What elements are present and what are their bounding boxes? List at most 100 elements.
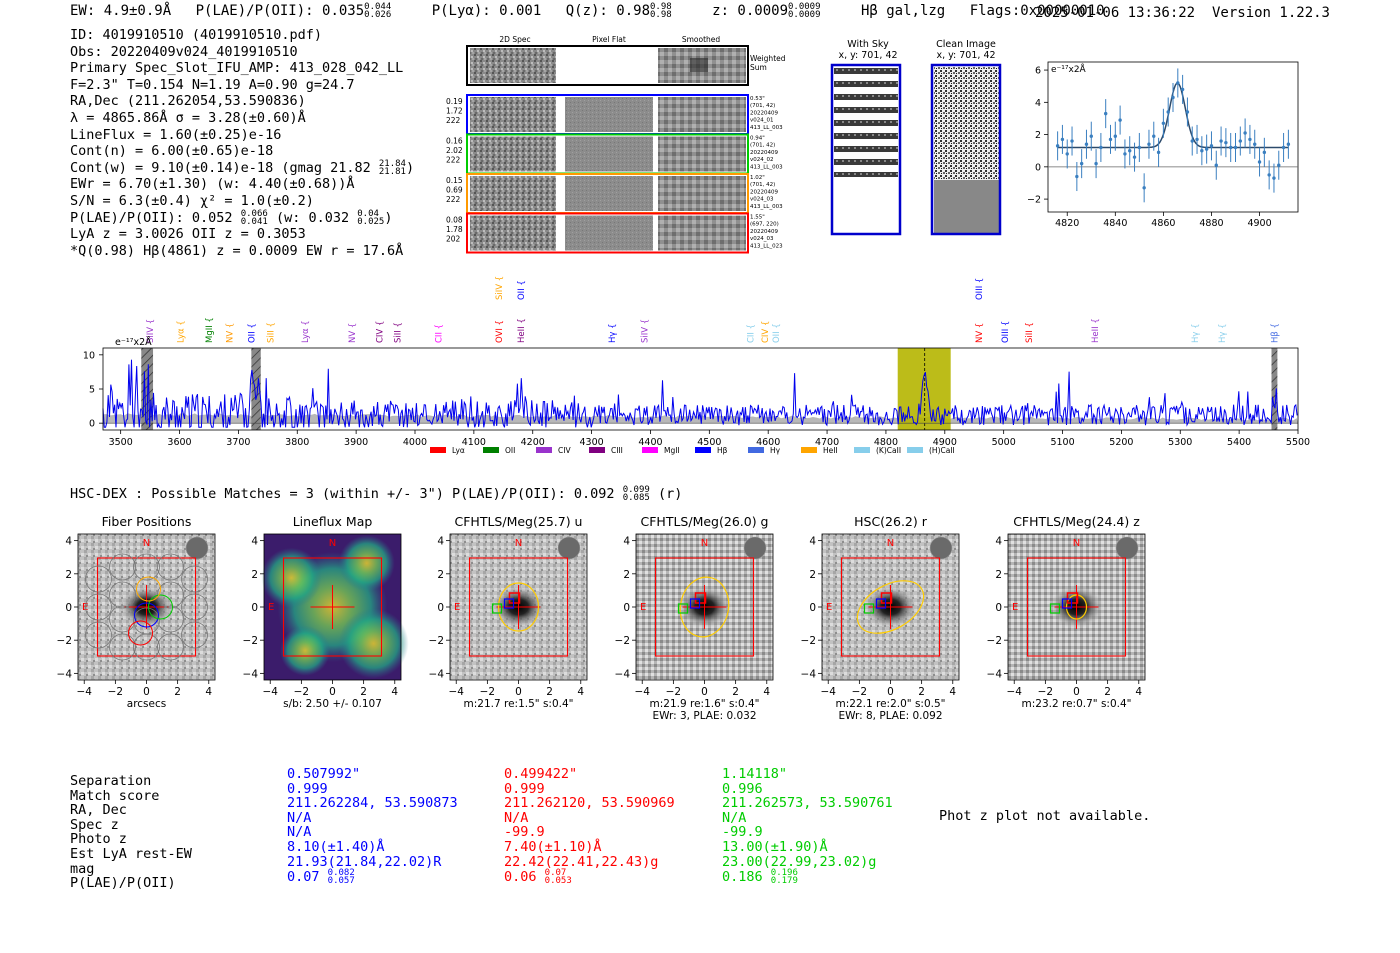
- panel-xtick-label: −2: [1038, 686, 1053, 698]
- col-title-2dspec: 2D Spec: [499, 35, 530, 44]
- legend-swatch: [801, 447, 817, 453]
- panel-ytick-label: −2: [987, 635, 1002, 647]
- fiber-circle: [85, 621, 112, 649]
- panel-xtick-label: −4: [448, 686, 464, 698]
- neighbor-source: [743, 536, 767, 560]
- info-line: RA,Dec (211.262054,53.590836): [70, 93, 306, 110]
- cutout-smoothed: [658, 215, 746, 251]
- panel-xtick-label: −2: [108, 686, 123, 698]
- panel-ytick-label: −2: [243, 635, 258, 647]
- spectrum-xtick-label: 4100: [462, 437, 486, 448]
- sum-label: Sum: [750, 63, 767, 72]
- cutout-right-label: 20220409: [750, 229, 778, 235]
- aperture-ellipse: [497, 582, 540, 632]
- panel-xtick-label: −4: [76, 686, 92, 698]
- panel-caption: m:21.9 re:1.6" s:0.4": [650, 698, 760, 710]
- compass-n: N: [701, 538, 708, 549]
- info-line: *Q(0.98) Hβ(4861) z = 0.0009 EW r = 17.6…: [70, 242, 404, 259]
- fiber-orange: [136, 576, 161, 602]
- table-cell: 0.07 0.082 0.057: [287, 868, 355, 887]
- zoom-point: [1243, 131, 1247, 135]
- zoom-point: [1286, 142, 1291, 146]
- zoom-point: [1089, 134, 1093, 138]
- fiber-circle: [85, 565, 112, 593]
- match-box-green: [1049, 603, 1061, 614]
- legend-label: Hβ: [717, 446, 728, 455]
- compass-e: E: [454, 602, 460, 613]
- panel-ytick-label: −4: [987, 668, 1003, 680]
- panel-ytick-label: 4: [623, 536, 630, 548]
- cutout-left-label: 2.02: [446, 146, 463, 155]
- table-cell: N/A: [504, 809, 529, 826]
- zoom-ytick-label: 4: [1035, 98, 1041, 109]
- panel-caption: m:23.2 re:0.7" s:0.4": [1022, 698, 1132, 710]
- cutout-right-label: 20220409: [750, 189, 778, 195]
- header-ew: EW: 4.9±0.9Å: [70, 3, 172, 19]
- panel-xtick-label: 0: [701, 686, 708, 698]
- table-cell: 13.00(±1.90)Å: [722, 838, 828, 855]
- spectrum-line-label: HeII {: [1091, 318, 1101, 343]
- info-line: ID: 4019910510 (4019910510.pdf): [70, 27, 322, 43]
- cutout-left-label: 1.78: [446, 225, 463, 234]
- table-cell: 8.10(±1.40)Å: [287, 838, 385, 855]
- match-box-blue: [875, 598, 887, 609]
- zoom-ytick-label: 0: [1035, 162, 1041, 173]
- zoom-point: [1219, 139, 1223, 143]
- spectrum-xtick-label: 4200: [521, 437, 545, 448]
- table-cell: N/A: [722, 809, 747, 826]
- panel-xtick-label: −2: [852, 686, 867, 698]
- spectrum-line-label: OVI {: [495, 320, 505, 343]
- spectrum-xtick-label: 4600: [756, 437, 780, 448]
- spectrum-line-labels: SiIV {Lyα {MgII {NV {OII {SiII {Lyα {NV …: [146, 276, 1280, 343]
- cutout-left-label: 1.72: [446, 107, 463, 116]
- legend-swatch: [695, 447, 711, 453]
- panel-ytick-label: −2: [615, 635, 630, 647]
- spectrum-line-label: Lyα {: [177, 320, 187, 343]
- spectrum-xtick-label: 5000: [992, 437, 1016, 448]
- panel-xtick-label: 4: [205, 686, 212, 698]
- zoom-point: [1060, 137, 1065, 142]
- panel-ytick-label: 4: [995, 536, 1002, 548]
- info-line: λ = 4865.86Å σ = 3.28(±0.60)Å: [70, 109, 306, 126]
- zoom-point: [1123, 152, 1127, 156]
- compass-n: N: [143, 538, 150, 549]
- zoom-point: [1065, 152, 1069, 156]
- panel-xtick-label: 4: [949, 686, 956, 698]
- cutout-left-label: 0.19: [446, 97, 463, 106]
- spectrum-line-label: OIII {: [975, 278, 985, 300]
- zoom-point: [1195, 137, 1199, 142]
- info-line: Obs: 20220409v024_4019910510: [70, 43, 298, 60]
- zoom-point: [1118, 118, 1122, 122]
- spectrum-xtick-label: 3600: [167, 437, 191, 448]
- info-line: Cont(w) = 9.10(±0.14)e-18 (gmag 21.82 21…: [70, 158, 415, 177]
- legend-swatch: [589, 447, 605, 453]
- panel-frame: [77, 533, 216, 681]
- zoom-point: [1103, 111, 1108, 116]
- spectrum-xtick-label: 4800: [874, 437, 898, 448]
- cutout-right-label: (701, 42): [750, 143, 775, 149]
- table-cell: N/A: [287, 824, 312, 841]
- zoom-xtick-label: 4880: [1199, 218, 1223, 229]
- panel-ytick-label: 0: [65, 602, 72, 614]
- panel-ytick-label: −2: [801, 635, 816, 647]
- fiber-circle: [133, 553, 160, 581]
- table-label: Match score: [70, 787, 160, 804]
- spectrum-xtick-label: 5400: [1227, 437, 1251, 448]
- table-cell: 0.06 0.07 0.053: [504, 868, 572, 887]
- zoom-plot: e⁻¹⁷x2Å 6 4 2 0 −2 4820 4840 4860 4880 4900: [1027, 61, 1299, 229]
- panel-xtick-label: 0: [329, 686, 336, 698]
- table-cell: 0.499422": [504, 766, 578, 782]
- panel-xtick-label: 0: [143, 686, 150, 698]
- spectrum-line-label: SiIV {: [641, 319, 651, 343]
- datetime: 2025-01-06 13:36:22: [1034, 5, 1196, 21]
- neighbor-source: [557, 536, 581, 560]
- spectrum-line-label: OII {: [772, 323, 782, 343]
- spectrum-line-label: SiII {: [267, 322, 277, 343]
- version: Version 1.22.3: [1211, 5, 1330, 21]
- fiber-circle: [157, 633, 184, 661]
- header-z: z: 0.0009 0.0009 0.0009: [712, 2, 821, 20]
- match-column-2: 0.499422" 0.999 211.262120, 53.590969 N/…: [504, 766, 675, 887]
